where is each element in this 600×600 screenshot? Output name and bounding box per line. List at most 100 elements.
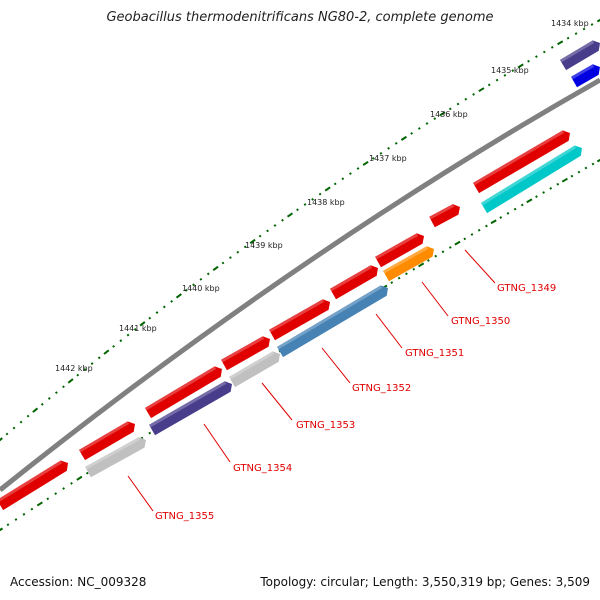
gene-arrow-gtng-1350-body	[383, 246, 434, 282]
minor-tick	[584, 166, 588, 170]
major-tick	[454, 240, 461, 246]
minor-tick	[236, 250, 240, 254]
kbp-labels: 1434 kbp 1435 kbp 1436 kbp 1437 kbp 1438 kbp…	[55, 19, 589, 373]
gene-label-gtng-1350: GTNG_1350	[451, 316, 510, 327]
gene-arrow-gtng-1353	[228, 351, 280, 388]
minor-tick	[410, 132, 413, 135]
major-tick	[0, 527, 4, 533]
minor-tick	[170, 299, 174, 303]
minor-tick	[162, 305, 166, 309]
minor-tick	[427, 259, 430, 262]
minor-tick	[229, 256, 232, 259]
minor-tick	[577, 170, 581, 174]
gene-arrow-gtng-1353-body	[228, 351, 280, 388]
minor-tick	[513, 207, 517, 211]
gene-arrow-red-highlight	[144, 366, 217, 411]
minor-tick	[30, 507, 34, 511]
genome-summary-text: Topology: circular; Length: 3,550,319 bp…	[260, 575, 590, 589]
gene-arrow-gtng-1355	[85, 437, 147, 478]
minor-tick	[550, 45, 554, 49]
minor-tick	[155, 311, 159, 314]
leader-line	[203, 423, 231, 463]
minor-tick	[527, 59, 530, 63]
gene-arrow-red-highlight	[269, 299, 325, 333]
minor-tick	[119, 339, 123, 343]
major-tick	[557, 40, 564, 46]
gene-labels: GTNG_1349 GTNG_1350 GTNG_1351 GTNG_1352 GTNG…	[127, 249, 556, 522]
gene-arrow-cyan-highlight	[480, 145, 577, 206]
minor-tick	[318, 192, 322, 196]
minor-tick	[303, 203, 307, 206]
minor-tick	[520, 203, 524, 207]
leader-line	[464, 249, 496, 284]
genome-backbone	[0, 77, 600, 492]
outer-scale-ticks	[0, 17, 600, 443]
gene-arrow-blue-body	[571, 64, 600, 88]
gene-arrow-gtng-1350-highlight	[383, 246, 429, 274]
minor-tick	[22, 512, 26, 516]
minor-tick	[394, 141, 398, 145]
major-tick	[175, 293, 182, 299]
minor-tick	[148, 431, 152, 435]
minor-tick	[47, 397, 51, 400]
gene-arrow-red	[329, 265, 378, 300]
minor-tick	[356, 167, 360, 170]
minor-tick	[499, 216, 503, 219]
minor-tick	[506, 211, 510, 215]
gene-arrow-red	[269, 299, 331, 341]
gene-arrow-gtng-1355-body	[85, 437, 147, 478]
gene-arrow-red-body	[429, 204, 461, 228]
gene-arrow-red-body	[375, 233, 424, 268]
major-tick	[0, 437, 3, 443]
major-tick	[324, 186, 331, 192]
gene-arrow-red-body	[221, 336, 270, 371]
gene-arrow-red	[429, 204, 461, 228]
gene-arrow-gtng-1355-highlight	[85, 437, 141, 470]
minor-tick	[487, 83, 491, 87]
kbp-label: 1441 kbp	[119, 324, 157, 333]
major-tick	[478, 87, 485, 93]
minor-tick	[470, 233, 474, 236]
minor-tick	[549, 187, 553, 190]
minor-tick	[273, 224, 277, 227]
minor-tick	[46, 497, 50, 501]
gene-arrow-red-body	[144, 366, 222, 419]
gene-arrow-blue	[571, 64, 600, 88]
gene-arrow-red-highlight	[472, 130, 565, 186]
leader-line	[127, 475, 154, 512]
kbp-label: 1434 kbp	[551, 19, 589, 28]
minor-tick	[412, 267, 416, 271]
gene-label-gtng-1351: GTNG_1351	[405, 348, 464, 359]
minor-tick	[148, 316, 152, 320]
gene-features	[0, 40, 600, 511]
gene-arrow-blue-highlight	[571, 64, 595, 80]
minor-tick	[485, 224, 488, 228]
minor-tick	[417, 127, 421, 130]
minor-tick	[390, 281, 394, 284]
minor-tick	[511, 69, 515, 73]
major-tick	[286, 212, 294, 218]
major-tick	[67, 378, 74, 384]
gene-label-gtng-1352: GTNG_1352	[352, 383, 411, 394]
minor-tick	[456, 102, 460, 106]
minor-tick	[76, 373, 80, 377]
minor-tick	[434, 254, 438, 258]
major-tick	[439, 111, 446, 117]
minor-tick	[387, 146, 390, 150]
minor-tick	[570, 174, 574, 178]
kbp-label: 1440 kbp	[182, 284, 220, 293]
major-tick	[490, 219, 497, 225]
minor-tick	[425, 122, 429, 125]
minor-tick	[464, 97, 468, 101]
minor-tick	[54, 391, 58, 395]
minor-tick	[542, 191, 545, 194]
major-tick	[596, 157, 600, 163]
gene-arrow-red-highlight	[429, 204, 455, 220]
gene-arrow-gtng-1352	[276, 285, 389, 358]
minor-tick	[40, 402, 44, 406]
minor-tick	[54, 492, 58, 496]
gene-arrow-navy-body	[559, 40, 600, 71]
major-tick	[526, 198, 533, 204]
minor-tick	[85, 471, 89, 475]
minor-tick	[495, 78, 499, 82]
